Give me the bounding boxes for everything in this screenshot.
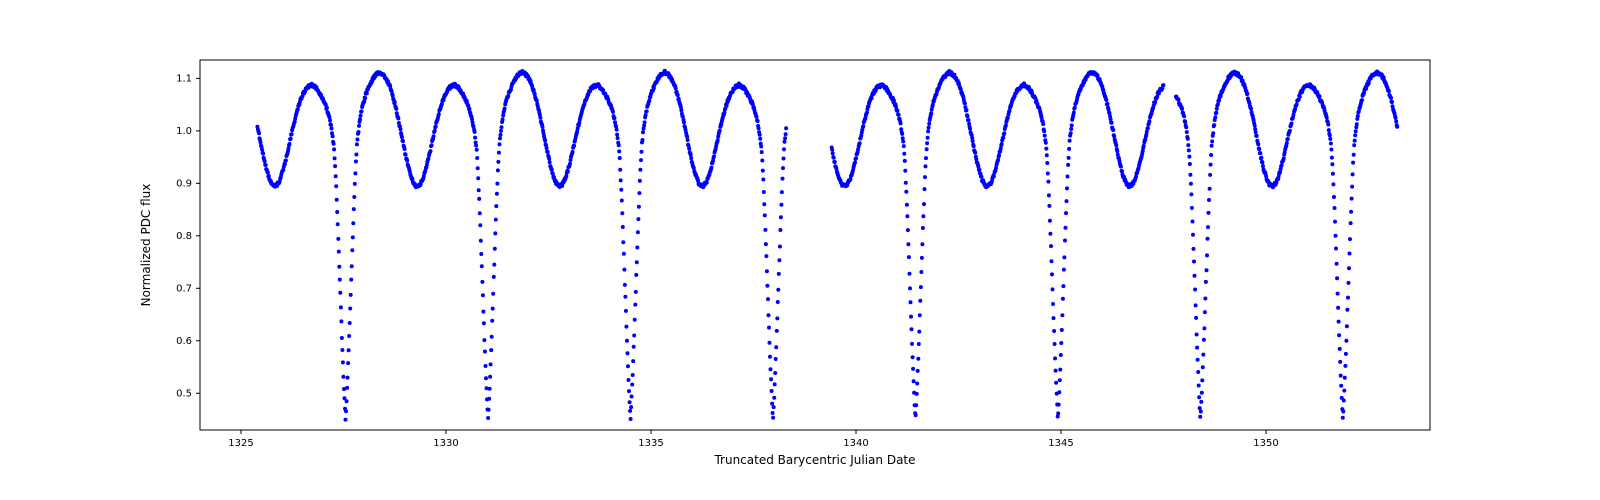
light-curve-chart: 1325 1330 1335 1340 1345 1350 0.5 0.6 0.7 0.8 0.9 1… bbox=[0, 0, 1600, 500]
x-tick-label: 1340 bbox=[843, 438, 868, 449]
plot-frame bbox=[200, 60, 1430, 430]
x-tick-label: 1330 bbox=[433, 438, 458, 449]
scatter-series bbox=[255, 69, 1399, 422]
x-tick-label: 1335 bbox=[638, 438, 663, 449]
y-tick-label: 0.7 bbox=[176, 283, 192, 294]
x-tick-label: 1345 bbox=[1048, 438, 1073, 449]
y-tick-label: 0.5 bbox=[176, 388, 192, 399]
y-axis-label: Normalized PDC flux bbox=[139, 184, 153, 307]
y-tick-label: 0.9 bbox=[176, 178, 192, 189]
x-axis-label: Truncated Barycentric Julian Date bbox=[713, 453, 915, 467]
y-tick-label: 1.1 bbox=[176, 73, 192, 84]
y-tick-label: 1.0 bbox=[176, 126, 192, 137]
x-tick-label: 1325 bbox=[228, 438, 253, 449]
y-tick-label: 0.6 bbox=[176, 336, 192, 347]
x-tick-label: 1350 bbox=[1253, 438, 1278, 449]
y-tick-label: 0.8 bbox=[176, 231, 192, 242]
chart-svg: 1325 1330 1335 1340 1345 1350 0.5 0.6 0.7 0.8 0.9 1… bbox=[0, 0, 1600, 500]
